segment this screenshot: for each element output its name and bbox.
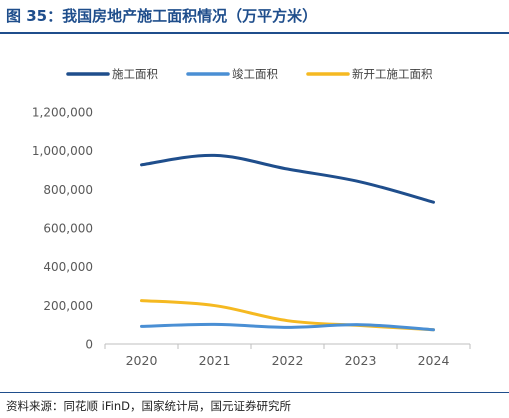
y-axis: 0 200,000 400,000 600,000 800,000 1,000,000 1,… (32, 106, 93, 352)
y-tick-label: 800,000 (43, 183, 93, 197)
figure-title: 图 35：我国房地产施工面积情况（万平方米） (6, 7, 318, 25)
source-note: 资料来源：同花顺 iFinD，国家统计局，国元证券研究所 (6, 399, 291, 413)
series-line (140, 322, 435, 332)
title-divider (0, 32, 509, 34)
legend-label: 施工面积 (112, 67, 158, 81)
x-tick-label: 2024 (418, 353, 450, 368)
legend-label: 竣工面积 (232, 67, 278, 81)
series-line (140, 153, 435, 204)
y-tick-label: 0 (85, 338, 93, 352)
line-chart: 施工面积 竣工面积 新开工施工面积 0 200,000 400,000 600,000 80… (32, 67, 471, 368)
y-tick-label: 1,200,000 (32, 106, 93, 120)
chart-legend: 施工面积 竣工面积 新开工施工面积 (66, 67, 433, 81)
footer-divider (0, 392, 509, 393)
x-axis: 2020 2021 2022 2023 2024 (104, 343, 471, 368)
x-tick-label: 2020 (126, 353, 158, 368)
x-tick-label: 2022 (272, 353, 304, 368)
series-layer (140, 153, 435, 332)
y-tick-label: 600,000 (43, 222, 93, 236)
y-tick-label: 1,000,000 (32, 144, 93, 158)
legend-label: 新开工施工面积 (352, 67, 433, 81)
y-tick-label: 400,000 (43, 260, 93, 274)
y-tick-label: 200,000 (43, 299, 93, 313)
x-tick-label: 2021 (199, 353, 231, 368)
x-tick-label: 2023 (345, 353, 377, 368)
